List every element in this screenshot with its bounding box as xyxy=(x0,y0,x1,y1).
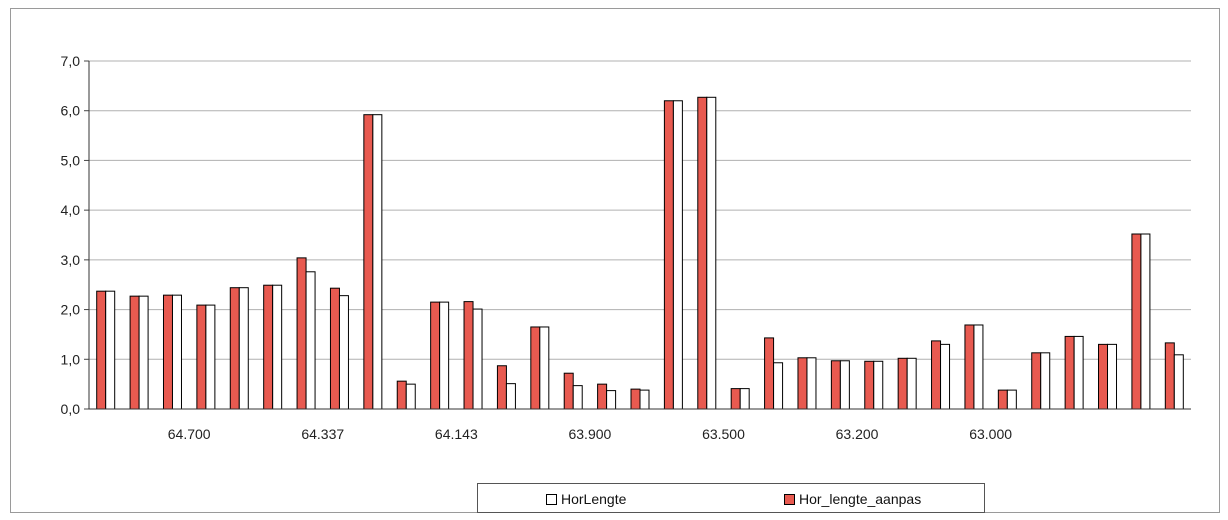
bar-chart: 0,01,02,03,04,05,06,07,0 64.700 64.337 64.… xyxy=(61,53,1191,442)
bar-hor-lengte-aanpas xyxy=(797,357,808,410)
legend-label-hor-lengte-aanpas: Hor_lengte_aanpas xyxy=(799,491,922,507)
bar-horlengte xyxy=(973,324,984,410)
legend-label-horlengte: HorLengte xyxy=(561,491,627,507)
bar-hor-lengte-aanpas xyxy=(329,287,340,410)
bar-horlengte xyxy=(138,295,149,410)
bar-horlengte xyxy=(238,287,249,410)
legend: HorLengte Hor_lengte_aanpas xyxy=(477,483,985,513)
y-tick-label: 5,0 xyxy=(61,152,81,168)
bar-horlengte xyxy=(472,308,483,410)
bar-horlengte xyxy=(505,383,516,410)
bar-hor-lengte-aanpas xyxy=(530,326,541,410)
bar-horlengte xyxy=(906,357,917,410)
x-tick-label: 64.700 xyxy=(168,426,211,442)
y-tick-label: 7,0 xyxy=(61,53,81,69)
legend-item-hor-lengte-aanpas: Hor_lengte_aanpas xyxy=(784,490,921,508)
bar-horlengte xyxy=(773,362,784,410)
bar-hor-lengte-aanpas xyxy=(864,360,875,410)
bar-horlengte xyxy=(338,295,349,410)
legend-swatch-hor-lengte-aanpas xyxy=(784,493,795,505)
chart-frame: 0,0 1,0 2,0 3,0 4,0 5,0 6,0 7,0 64.700 64.337 64.… xyxy=(10,8,1220,513)
bar-horlengte xyxy=(272,284,283,410)
y-tick-label: 2,0 xyxy=(61,302,81,318)
x-tick-label: 63.000 xyxy=(969,426,1012,442)
x-tick-label: 63.900 xyxy=(568,426,611,442)
x-tick-label: 64.337 xyxy=(301,426,344,442)
bar-hor-lengte-aanpas xyxy=(1131,233,1142,410)
bar-horlengte xyxy=(639,389,650,410)
bar-hor-lengte-aanpas xyxy=(663,100,674,410)
bar-hor-lengte-aanpas xyxy=(430,301,441,410)
x-axis-ticks: 64.700 64.337 64.143 63.900 63.500 63.200 63.0… xyxy=(168,426,1012,442)
bar-horlengte xyxy=(1006,389,1017,410)
bar-hor-lengte-aanpas xyxy=(162,294,173,410)
legend-item-horlengte: HorLengte xyxy=(546,490,626,508)
bar-horlengte xyxy=(873,360,884,410)
bar-hor-lengte-aanpas xyxy=(697,96,708,410)
bar-horlengte xyxy=(1173,354,1184,410)
bar-horlengte xyxy=(672,100,683,410)
bar-hor-lengte-aanpas xyxy=(764,337,775,410)
bar-hor-lengte-aanpas xyxy=(463,301,474,410)
bar-horlengte xyxy=(839,360,850,410)
bar-hor-lengte-aanpas xyxy=(229,287,240,410)
bar-horlengte xyxy=(706,96,717,410)
y-tick-label: 1,0 xyxy=(61,351,81,367)
bar-horlengte xyxy=(205,304,216,410)
bar-hor-lengte-aanpas xyxy=(396,380,407,410)
bar-hor-lengte-aanpas xyxy=(1164,342,1175,410)
x-tick-label: 63.200 xyxy=(836,426,879,442)
bar-hor-lengte-aanpas xyxy=(897,357,908,410)
bar-hor-lengte-aanpas xyxy=(363,114,374,410)
y-tick-label: 3,0 xyxy=(61,252,81,268)
y-tick-label: 0,0 xyxy=(61,401,81,417)
bar-hor-lengte-aanpas xyxy=(931,340,942,410)
bar-horlengte xyxy=(1107,343,1118,410)
bar-hor-lengte-aanpas xyxy=(563,372,574,410)
bar-hor-lengte-aanpas xyxy=(1098,343,1109,410)
bar-hor-lengte-aanpas xyxy=(263,284,274,410)
bar-horlengte xyxy=(1140,233,1151,410)
bar-horlengte xyxy=(305,271,316,410)
y-tick-label: 6,0 xyxy=(61,103,81,119)
bar-hor-lengte-aanpas xyxy=(496,365,507,410)
bar-horlengte xyxy=(606,390,617,410)
bar-hor-lengte-aanpas xyxy=(196,304,207,410)
bar-hor-lengte-aanpas xyxy=(597,383,608,410)
bars xyxy=(96,96,1184,410)
gridlines xyxy=(89,60,1191,410)
bar-hor-lengte-aanpas xyxy=(730,388,741,410)
bar-hor-lengte-aanpas xyxy=(830,360,841,410)
bar-hor-lengte-aanpas xyxy=(129,295,140,410)
bar-horlengte xyxy=(739,388,750,410)
legend-swatch-horlengte xyxy=(546,493,557,505)
y-tick-label: 4,0 xyxy=(61,202,81,218)
bar-horlengte xyxy=(539,326,550,410)
x-tick-label: 64.143 xyxy=(435,426,478,442)
bar-horlengte xyxy=(105,290,116,410)
bar-hor-lengte-aanpas xyxy=(1031,352,1042,410)
y-axis-ticks: 0,0 1,0 2,0 3,0 4,0 5,0 6,0 7,0 xyxy=(61,53,89,417)
bar-horlengte xyxy=(171,294,182,410)
bar-horlengte xyxy=(1073,335,1084,410)
bar-hor-lengte-aanpas xyxy=(96,290,107,410)
bar-hor-lengte-aanpas xyxy=(964,324,975,410)
bar-horlengte xyxy=(405,383,416,410)
bar-hor-lengte-aanpas xyxy=(997,389,1008,410)
x-tick-label: 63.500 xyxy=(702,426,745,442)
axes xyxy=(88,61,1191,410)
bar-hor-lengte-aanpas xyxy=(1064,335,1075,410)
bar-horlengte xyxy=(806,357,817,410)
bar-horlengte xyxy=(439,301,450,410)
bar-hor-lengte-aanpas xyxy=(630,388,641,410)
bar-horlengte xyxy=(572,385,583,410)
bar-horlengte xyxy=(1040,352,1051,410)
bar-hor-lengte-aanpas xyxy=(296,257,307,410)
bar-horlengte xyxy=(940,343,951,410)
bar-horlengte xyxy=(372,114,383,410)
